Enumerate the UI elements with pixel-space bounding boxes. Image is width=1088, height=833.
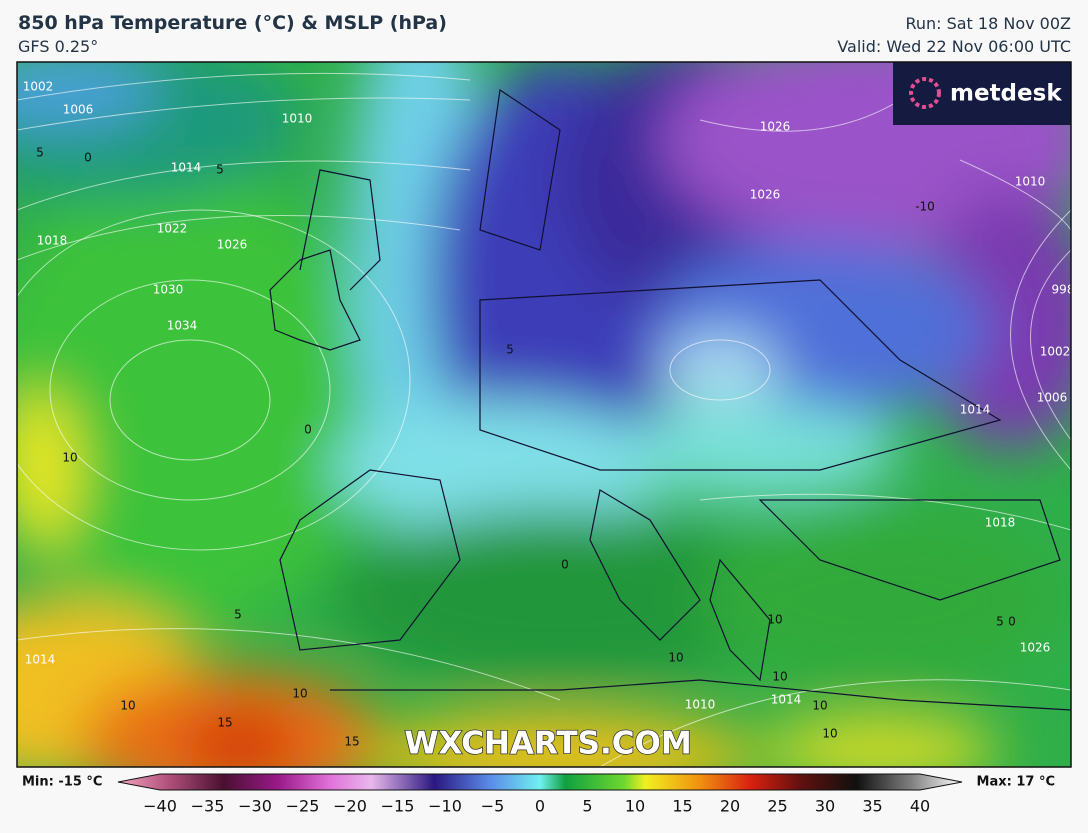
isotherm-label: 5 — [36, 146, 44, 160]
isotherm-label: 10 — [822, 727, 837, 741]
isobar-label: 1026 — [750, 188, 781, 202]
isotherm-label: 0 — [1008, 615, 1016, 629]
colorbar-tick-label: 20 — [720, 797, 740, 816]
isobar-label: 1014 — [960, 403, 991, 417]
title: 850 hPa Temperature (°C) & MSLP (hPa) — [18, 12, 447, 34]
isotherm-label: 10 — [767, 613, 782, 627]
colorbar-tick-label: −10 — [428, 797, 462, 816]
isotherm-label: 10 — [812, 699, 827, 713]
isobar-label: 1002 — [23, 80, 54, 94]
isobar-label: 1014 — [171, 161, 202, 175]
logo-box — [893, 62, 1071, 125]
colorbar-tick-label: 35 — [862, 797, 882, 816]
isobar-label: 1034 — [167, 319, 198, 333]
colorbar-tick-label: 15 — [672, 797, 692, 816]
isotherm-label: 15 — [344, 735, 359, 749]
colorbar-tick-label: −20 — [333, 797, 367, 816]
colorbar-tick-label: −35 — [191, 797, 225, 816]
colorbar-tick-label: 5 — [582, 797, 592, 816]
isobar-label: 1026 — [760, 120, 791, 134]
max-label: Max: 17 °C — [977, 775, 1055, 790]
isobar-label: 1006 — [63, 103, 94, 117]
isotherm-label: -10 — [915, 200, 935, 214]
logo: metdesk — [950, 81, 1062, 107]
isotherm-label: 0 — [84, 151, 92, 165]
isobar-label: 1022 — [157, 222, 188, 236]
colorbar — [117, 773, 963, 791]
model: GFS 0.25° — [18, 37, 99, 56]
isobar-label: 1014 — [25, 653, 56, 667]
map-frame — [16, 61, 1072, 768]
colorbar-tick-label: −5 — [481, 797, 505, 816]
valid: Valid: Wed 22 Nov 06:00 UTC — [837, 37, 1071, 56]
isotherm-label: 10 — [120, 699, 135, 713]
isobar-label: 1010 — [685, 698, 716, 712]
isotherm-label: 5 — [216, 163, 224, 177]
isotherm-label: 10 — [292, 687, 307, 701]
isotherm-label: 0 — [304, 423, 312, 437]
colorbar-tick-label: 40 — [910, 797, 930, 816]
isotherm-label: 5 — [506, 343, 514, 357]
isobar-label: 1006 — [1037, 391, 1068, 405]
run: Run: Sat 18 Nov 00Z — [905, 14, 1071, 33]
colorbar-tick-label: 30 — [815, 797, 835, 816]
isotherm-label: 10 — [62, 451, 77, 465]
isobar-label: 1018 — [37, 234, 68, 248]
isotherm-label: 5 — [996, 615, 1004, 629]
isobar-label: 1014 — [771, 693, 802, 707]
isotherm-label: 10 — [772, 670, 787, 684]
colorbar-tick-label: −25 — [286, 797, 320, 816]
isobar-label: 1010 — [282, 112, 313, 126]
isobar-label: 1010 — [1015, 175, 1046, 189]
isobar-label: 1026 — [1020, 641, 1051, 655]
colorbar-tick-label: 10 — [625, 797, 645, 816]
isobar-label: 998 — [1052, 283, 1075, 297]
colorbar-tick-label: −40 — [143, 797, 177, 816]
colorbar-tick-label: 25 — [767, 797, 787, 816]
isobar-label: 1002 — [1040, 345, 1071, 359]
isotherm-label: 0 — [561, 558, 569, 572]
colorbar-tick-label: 0 — [535, 797, 545, 816]
isotherm-label: 10 — [668, 651, 683, 665]
min-label: Min: -15 °C — [22, 775, 102, 790]
isotherm-label: 15 — [217, 716, 232, 730]
colorbar-tick-label: −15 — [381, 797, 415, 816]
isobar-label: 1030 — [153, 283, 184, 297]
map-field: 1002100610101014101810221026103010341026… — [17, 62, 1075, 767]
isotherm-label: 5 — [234, 608, 242, 622]
watermark: WXCHARTS.COM — [404, 726, 691, 762]
logo-icon — [909, 77, 941, 109]
isobar-label: 1026 — [217, 238, 248, 252]
isobar-label: 1018 — [985, 516, 1016, 530]
colorbar-tick-label: −30 — [238, 797, 272, 816]
